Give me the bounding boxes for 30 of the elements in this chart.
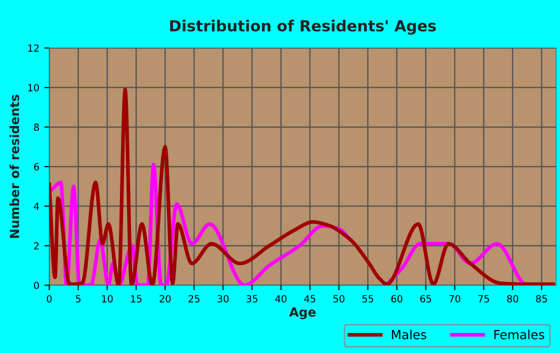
y-tick-label: 6 <box>34 163 39 170</box>
y-tick-label: 2 <box>34 242 39 250</box>
x-tick-label: 80 <box>507 295 518 302</box>
x-tick-label: 30 <box>218 295 229 302</box>
y-tick-label: 0 <box>34 282 39 290</box>
y-tick-label: 10 <box>28 84 39 92</box>
x-tick-label: 20 <box>160 295 171 302</box>
x-tick-label: 25 <box>188 295 200 302</box>
x-tick-label: 5 <box>76 295 80 302</box>
x-tick-label: 70 <box>449 295 460 302</box>
x-tick-label: 15 <box>131 295 142 302</box>
chart-title: Distribution of Residents' Ages <box>170 20 436 35</box>
x-tick-label: 45 <box>304 295 316 302</box>
x-tick-label: 35 <box>246 295 258 302</box>
x-tick-label: 65 <box>420 295 432 302</box>
y-tick-label: 8 <box>34 124 39 131</box>
x-tick-label: 85 <box>536 295 547 302</box>
x-tick-label: 10 <box>102 295 113 302</box>
x-tick-label: 60 <box>391 295 402 302</box>
legend-label: Females <box>494 330 544 340</box>
x-tick-label: 40 <box>275 295 286 302</box>
y-tick-label: 4 <box>34 202 40 210</box>
x-tick-label: 0 <box>46 295 52 302</box>
x-axis-title: Age <box>289 307 316 320</box>
x-tick-label: 75 <box>478 295 490 302</box>
x-tick-label: 55 <box>362 295 374 302</box>
legend-label: Males <box>392 330 426 340</box>
y-axis-title: Number of residents <box>10 94 20 238</box>
x-tick-label: 50 <box>333 295 344 302</box>
y-tick-label: 12 <box>28 44 39 52</box>
